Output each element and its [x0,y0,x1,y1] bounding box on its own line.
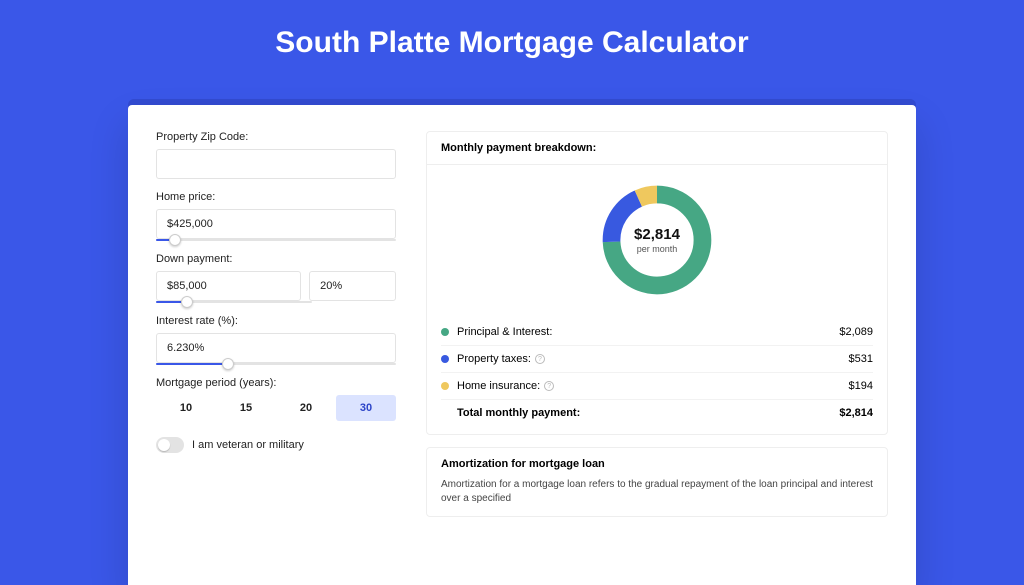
legend-total-value: $2,814 [839,407,873,419]
legend-label: Principal & Interest: [457,326,839,338]
form-column: Property Zip Code: Home price: Down paym… [156,131,396,529]
period-label: Mortgage period (years): [156,377,396,389]
interest-rate-label: Interest rate (%): [156,315,396,327]
amortization-title: Amortization for mortgage loan [427,448,887,478]
down-payment-slider[interactable] [156,301,312,303]
legend-total-label: Total monthly payment: [457,407,839,419]
zip-input[interactable] [156,149,396,179]
home-price-slider[interactable] [156,239,396,241]
breakdown-title: Monthly payment breakdown: [427,132,887,165]
donut-wrap: $2,814 per month [427,165,887,315]
legend-value: $194 [849,380,873,392]
home-price-input[interactable] [156,209,396,239]
calculator-card: Property Zip Code: Home price: Down paym… [128,105,916,585]
veteran-label: I am veteran or military [192,439,304,451]
home-price-label: Home price: [156,191,396,203]
help-icon[interactable]: ? [544,381,554,391]
legend-row: Property taxes: ?$531 [441,345,873,372]
slider-thumb[interactable] [169,234,181,246]
slider-thumb[interactable] [222,358,234,370]
interest-rate-input[interactable] [156,333,396,363]
page-title: South Platte Mortgage Calculator [0,0,1024,60]
legend-total-row: Total monthly payment:$2,814 [441,399,873,426]
field-down-payment: Down payment: [156,253,396,303]
field-interest-rate: Interest rate (%): [156,315,396,365]
donut-sublabel: per month [637,244,678,254]
amortization-body: Amortization for a mortgage loan refers … [427,478,887,516]
legend-dot [441,328,449,336]
veteran-toggle-row: I am veteran or military [156,437,396,453]
toggle-knob [158,439,170,451]
legend-label: Property taxes: ? [457,353,849,365]
amortization-panel: Amortization for mortgage loan Amortizat… [426,447,888,517]
donut-value: $2,814 [634,226,680,243]
period-option-20[interactable]: 20 [276,395,336,421]
down-payment-percent-input[interactable] [309,271,396,301]
legend-row: Principal & Interest:$2,089 [441,319,873,345]
legend-dot [441,355,449,363]
period-option-15[interactable]: 15 [216,395,276,421]
slider-thumb[interactable] [181,296,193,308]
period-option-30[interactable]: 30 [336,395,396,421]
results-column: Monthly payment breakdown: $2,814 per mo… [426,131,888,529]
field-zip: Property Zip Code: [156,131,396,179]
veteran-toggle[interactable] [156,437,184,453]
legend-row: Home insurance: ?$194 [441,372,873,399]
field-period: Mortgage period (years): 10152030 [156,377,396,421]
help-icon[interactable]: ? [535,354,545,364]
breakdown-panel: Monthly payment breakdown: $2,814 per mo… [426,131,888,435]
legend-value: $531 [849,353,873,365]
donut-chart: $2,814 per month [597,180,717,300]
legend: Principal & Interest:$2,089Property taxe… [427,315,887,434]
legend-value: $2,089 [839,326,873,338]
zip-label: Property Zip Code: [156,131,396,143]
legend-dot [441,409,449,417]
legend-dot [441,382,449,390]
interest-rate-slider[interactable] [156,363,396,365]
down-payment-amount-input[interactable] [156,271,301,301]
period-option-10[interactable]: 10 [156,395,216,421]
down-payment-label: Down payment: [156,253,396,265]
field-home-price: Home price: [156,191,396,241]
legend-label: Home insurance: ? [457,380,849,392]
